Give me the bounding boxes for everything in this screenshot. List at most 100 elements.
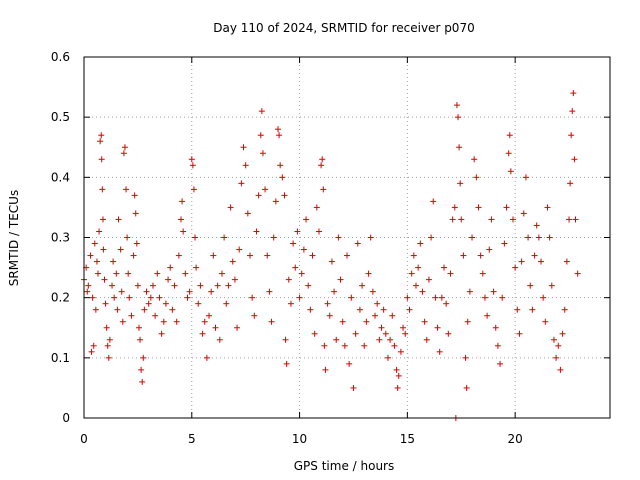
data-point [460,252,467,259]
y-tick-label: 0.3 [51,231,70,245]
data-point [234,324,241,331]
y-tick-label: 0.4 [51,170,70,184]
axis-ticks: 0 0.1 0.2 0.3 0.4 0.5 0.6 0 5 10 15 20 [51,50,610,446]
data-point [572,216,579,223]
data-point [326,312,333,319]
data-point [380,306,387,313]
data-point [419,288,426,295]
data-point [277,162,284,169]
data-point [529,306,536,313]
data-point [335,234,342,241]
y-tick-label: 0.1 [51,351,70,365]
data-point [119,318,126,325]
data-point [430,198,437,205]
data-point [257,132,264,139]
data-point [201,318,208,325]
data-point [570,90,577,97]
data-point [227,204,234,211]
data-point [404,294,411,301]
data-point [471,156,478,163]
data-point [110,258,117,265]
data-point [466,288,473,295]
data-point [550,336,557,343]
data-point [410,252,417,259]
data-point [303,216,310,223]
data-point [464,318,471,325]
y-axis-label: SRMTID / TECUs [7,190,21,286]
data-point [527,282,534,289]
data-point [441,264,448,271]
data-point [158,330,165,337]
data-point [92,306,99,313]
y-tick-label: 0.6 [51,50,70,64]
data-point [425,276,432,283]
data-point [141,306,148,313]
data-point [102,300,109,307]
data-point [128,312,135,319]
data-point [356,306,363,313]
data-point [98,132,105,139]
data-point [212,324,219,331]
data-point [307,306,314,313]
data-point [394,384,401,391]
data-point [333,336,340,343]
data-point [105,354,112,361]
data-point [169,306,176,313]
data-point [182,270,189,277]
data-point [350,384,357,391]
data-point [561,306,568,313]
data-point [87,252,94,259]
data-point [361,342,368,349]
data-point [253,228,260,235]
data-point [89,294,96,301]
data-point [475,204,482,211]
data-point [339,318,346,325]
x-tick-label: 20 [508,432,523,446]
data-point [571,156,578,163]
data-point [171,282,178,289]
data-point [113,270,120,277]
data-point [354,240,361,247]
data-point [175,252,182,259]
data-point [328,258,335,265]
data-point [126,294,133,301]
data-point [499,294,506,301]
data-point [348,294,355,301]
data-point [319,156,326,163]
data-point [259,150,266,157]
data-point [397,348,404,355]
data-point [548,282,555,289]
data-point [408,270,415,277]
data-point [506,132,513,139]
y-tick-label: 0 [62,411,70,425]
data-point [188,156,195,163]
data-point [214,282,221,289]
data-point [229,258,236,265]
data-point [569,108,576,115]
data-point [117,246,124,253]
data-point [458,216,465,223]
data-point [484,312,491,319]
data-point [246,252,253,259]
data-point [118,288,125,295]
data-point [238,180,245,187]
data-point [249,294,256,301]
data-point [162,300,169,307]
data-point [525,234,532,241]
data-point [469,234,476,241]
data-point [520,210,527,217]
data-point [315,228,322,235]
data-point [376,336,383,343]
data-point [179,198,186,205]
data-point [309,252,316,259]
data-point [178,216,185,223]
data-point [88,348,95,355]
data-point [296,294,303,301]
data-point [268,318,275,325]
data-point [546,234,553,241]
data-point [223,300,230,307]
data-point [479,270,486,277]
data-point [195,300,202,307]
data-point [559,330,566,337]
